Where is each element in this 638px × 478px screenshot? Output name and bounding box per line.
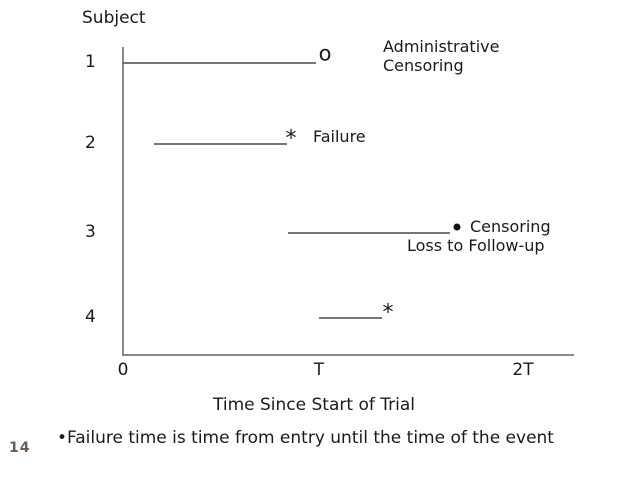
failure-star-marker: * [382, 300, 394, 326]
annotation-label: Censoring [470, 217, 551, 236]
annotation-label: Loss to Follow-up [407, 236, 545, 255]
administrative-censoring-marker: o [318, 41, 332, 66]
subject-number-label: 1 [85, 52, 96, 72]
subject-followup-line [288, 232, 450, 234]
annotation-label: Censoring [383, 56, 464, 75]
subject-followup-line [319, 317, 382, 319]
page-number: 14 [9, 440, 31, 456]
failure-star-marker: * [285, 126, 297, 152]
annotation-label: Administrative [383, 37, 500, 56]
x-axis-tick-label: 0 [117, 360, 129, 380]
subject-followup-line [154, 143, 287, 145]
y-axis-title: Subject [82, 8, 146, 28]
annotation-label: Failure [313, 127, 366, 146]
subject-number-label: 4 [85, 307, 96, 327]
subject-number-label: 3 [85, 222, 96, 242]
x-axis-tick-label: 2T [512, 360, 534, 380]
x-axis-line [122, 354, 574, 356]
y-axis-line [122, 47, 124, 355]
censoring-dot-marker [453, 223, 461, 231]
subject-number-label: 2 [85, 133, 96, 153]
bullet-text: •Failure time is time from entry until t… [57, 428, 554, 448]
subject-followup-line [122, 62, 316, 64]
x-axis-title: Time Since Start of Trial [213, 395, 415, 415]
x-axis-tick-label: T [313, 360, 325, 380]
